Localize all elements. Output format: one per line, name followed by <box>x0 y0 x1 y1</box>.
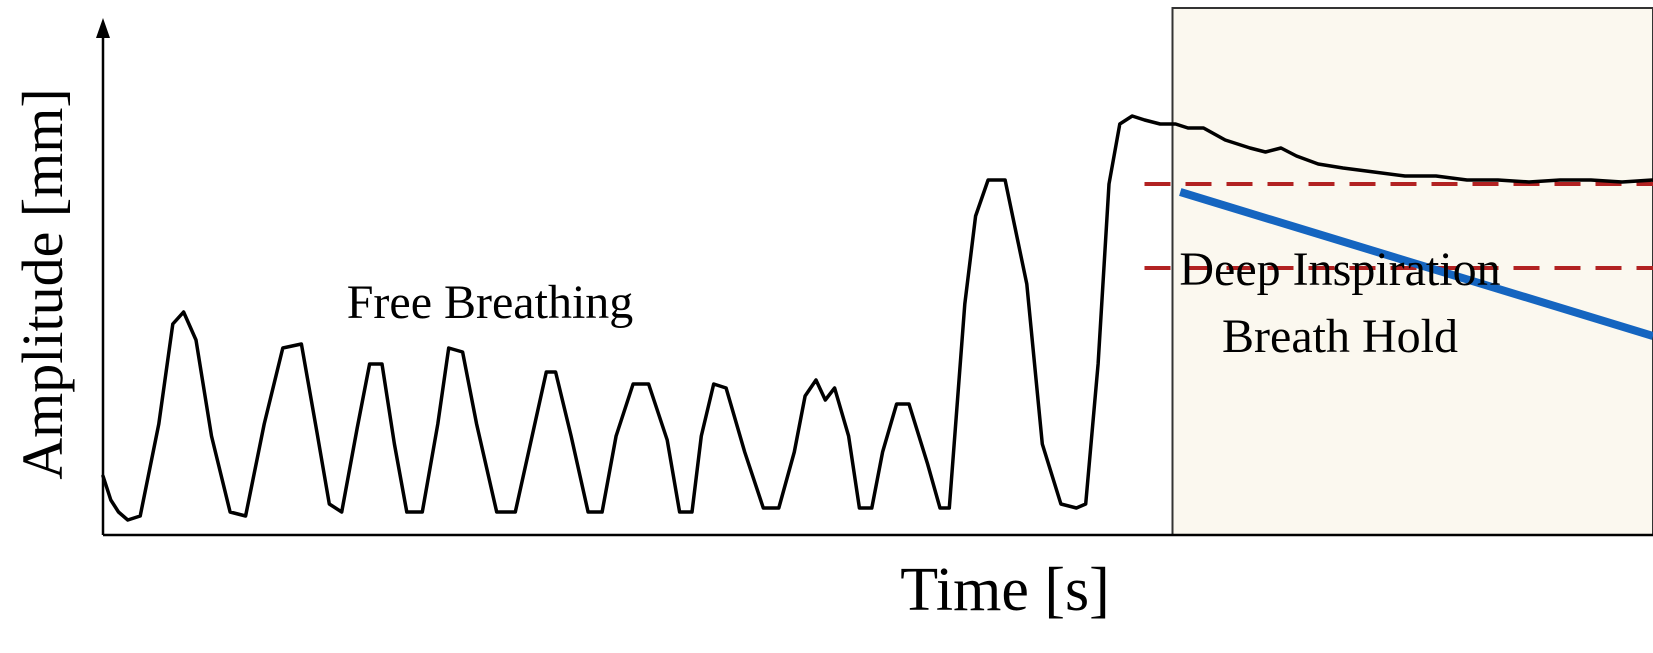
dibh-annotation-line1: Deep Inspiration <box>1179 243 1500 296</box>
dibh-region <box>1171 7 1653 536</box>
amplitude-series <box>101 114 1653 522</box>
axes <box>96 18 1653 537</box>
y-axis-label: Amplitude [mm] <box>10 88 75 479</box>
dibh-annotation-line2: Breath Hold <box>1222 310 1458 363</box>
free-breathing-annotation: Free Breathing <box>347 276 634 329</box>
y-axis-arrow-icon <box>96 18 110 38</box>
threshold-lines <box>1144 182 1653 270</box>
trend-line-segment <box>1179 188 1653 340</box>
series-line-1 <box>101 114 1653 522</box>
trend-line <box>1179 188 1653 340</box>
dibh-region-box <box>1171 7 1653 536</box>
x-axis-label: Time [s] <box>900 556 1110 624</box>
